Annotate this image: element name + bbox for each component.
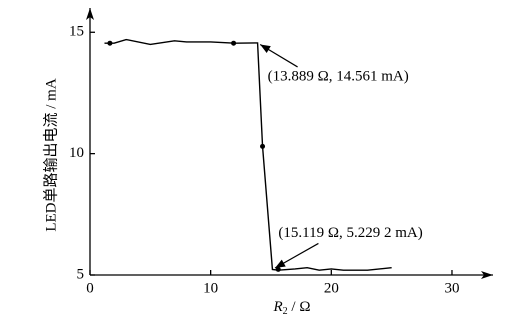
annotation-arrow-head	[260, 44, 271, 54]
marker	[107, 40, 113, 46]
x-tick-label: 30	[444, 280, 459, 296]
marker	[231, 40, 237, 46]
y-axis-arrow	[86, 8, 94, 20]
y-tick-label: 5	[77, 266, 85, 282]
y-tick-label: 10	[69, 145, 84, 161]
annotation-arrow-head	[275, 259, 286, 268]
y-axis-label: LED单路输出电流 / mA	[42, 78, 59, 231]
x-label-unit: / Ω	[288, 299, 311, 315]
x-tick-label: 10	[203, 280, 218, 296]
annotation: (13.889 Ω, 14.561 mA)	[268, 68, 409, 84]
marker	[260, 143, 266, 149]
x-tick-label: 0	[86, 280, 94, 296]
x-tick-label: 20	[324, 280, 339, 296]
x-label-subscript: 2	[283, 306, 288, 317]
x-axis-label: R2 / Ω	[273, 299, 311, 317]
x-axis-arrow	[481, 271, 493, 279]
x-label-symbol: R	[273, 299, 283, 315]
annotation: (15.119 Ω, 5.229 2 mA)	[278, 225, 422, 241]
marker	[275, 266, 281, 272]
y-tick-label: 15	[69, 24, 84, 40]
